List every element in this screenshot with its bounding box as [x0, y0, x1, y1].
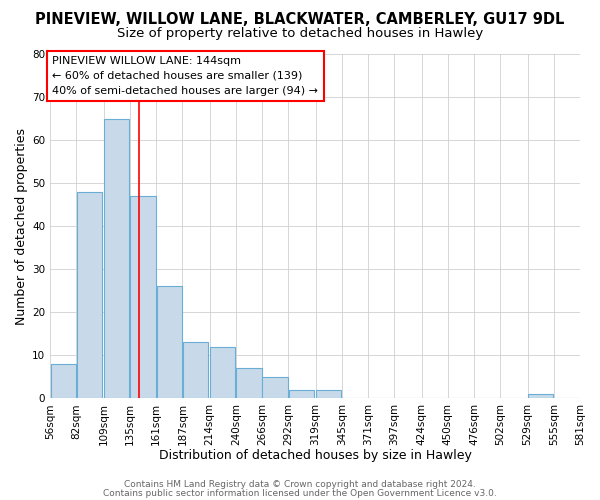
Bar [50, 364, 76, 398]
Bar [130, 196, 156, 398]
Text: PINEVIEW WILLOW LANE: 144sqm
← 60% of detached houses are smaller (139)
40% of s: PINEVIEW WILLOW LANE: 144sqm ← 60% of de… [52, 56, 318, 96]
Text: Contains public sector information licensed under the Open Government Licence v3: Contains public sector information licen… [103, 488, 497, 498]
Bar [157, 286, 182, 399]
Bar [104, 118, 130, 398]
Bar [210, 346, 235, 399]
X-axis label: Distribution of detached houses by size in Hawley: Distribution of detached houses by size … [158, 450, 472, 462]
Bar [289, 390, 314, 398]
Bar [77, 192, 102, 398]
Bar [262, 377, 288, 398]
Bar [183, 342, 208, 398]
Bar [236, 368, 262, 398]
Text: Contains HM Land Registry data © Crown copyright and database right 2024.: Contains HM Land Registry data © Crown c… [124, 480, 476, 489]
Y-axis label: Number of detached properties: Number of detached properties [15, 128, 28, 324]
Text: Size of property relative to detached houses in Hawley: Size of property relative to detached ho… [117, 28, 483, 40]
Bar [316, 390, 341, 398]
Text: PINEVIEW, WILLOW LANE, BLACKWATER, CAMBERLEY, GU17 9DL: PINEVIEW, WILLOW LANE, BLACKWATER, CAMBE… [35, 12, 565, 28]
Bar [528, 394, 553, 398]
